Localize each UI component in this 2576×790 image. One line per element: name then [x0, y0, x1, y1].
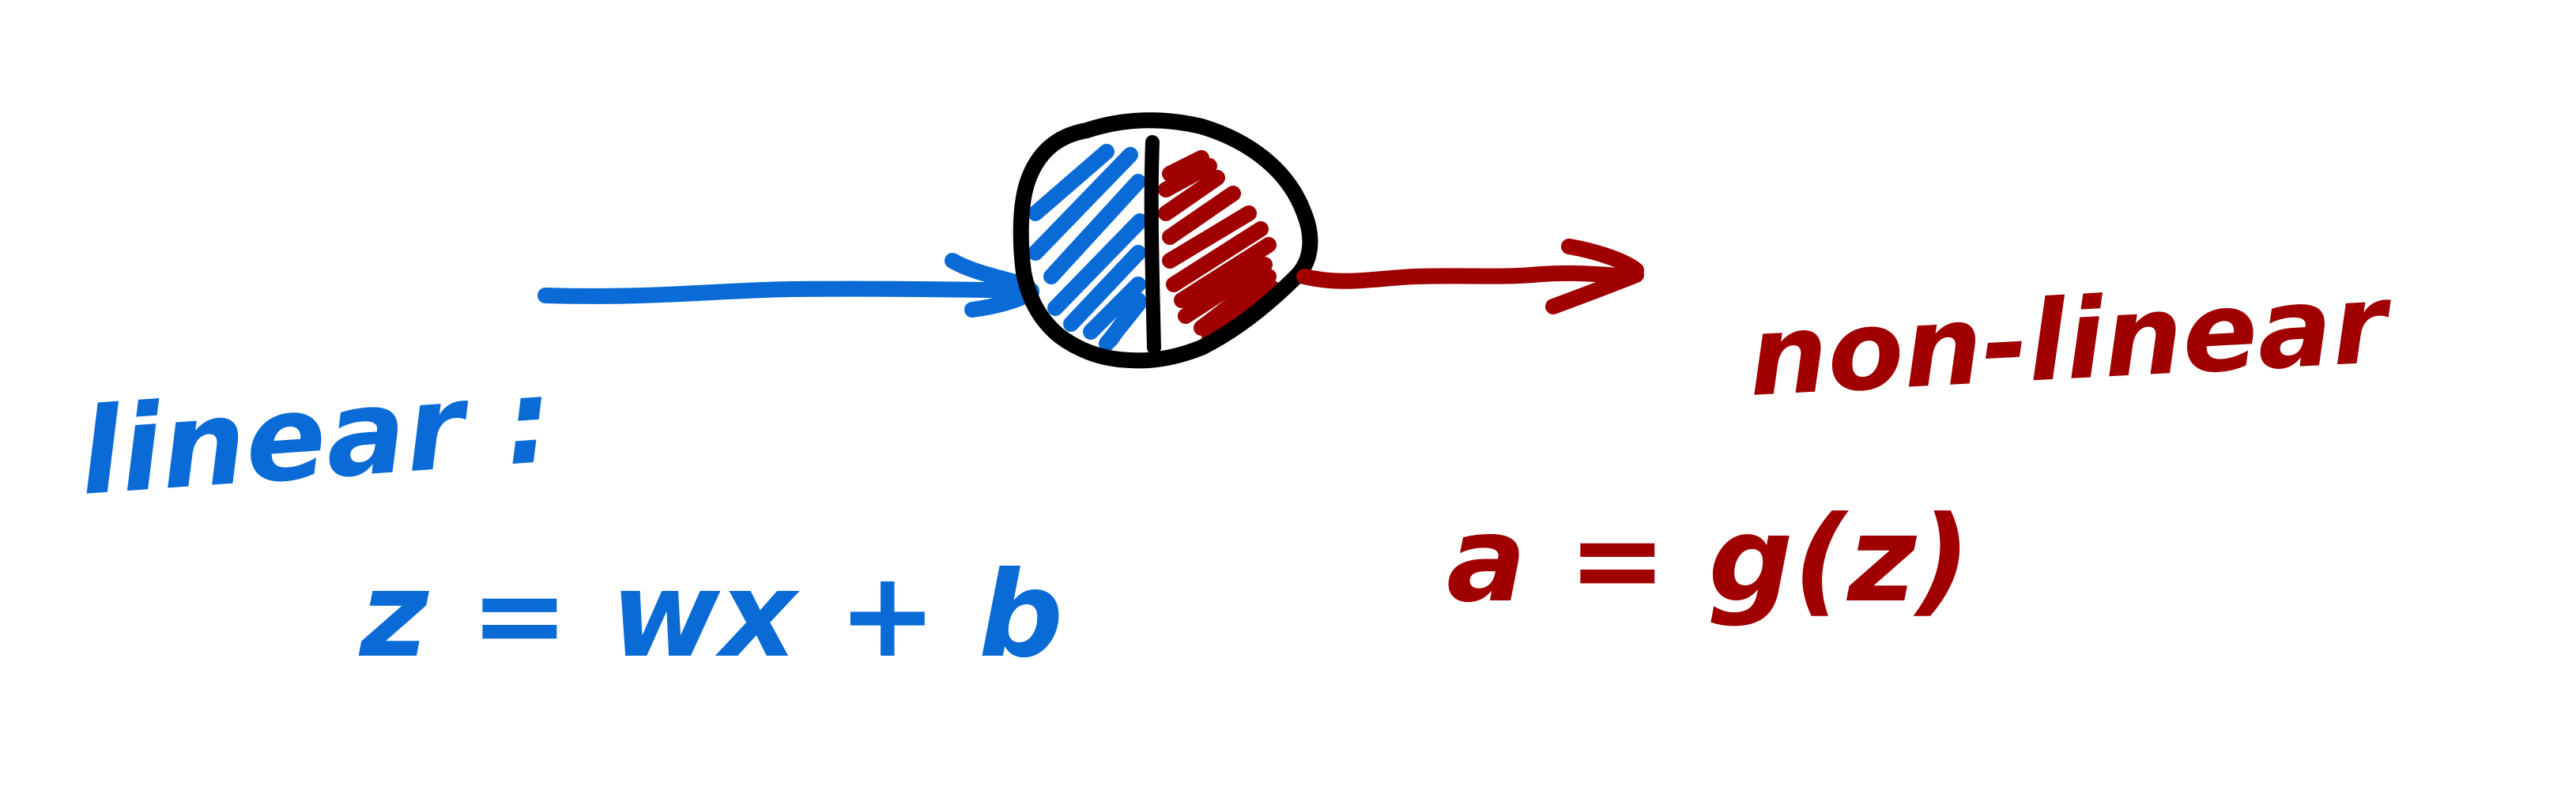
neuron-divider [1144, 135, 1161, 355]
linear-half-hatch [1028, 144, 1148, 352]
neuron-outline [1013, 112, 1318, 369]
input-arrow-shaft [537, 280, 1039, 304]
linear-heading: linear : [75, 352, 556, 522]
nonlinear-equation: a = g(z) [1446, 491, 1971, 629]
input-arrow [537, 253, 1039, 318]
nonlinear-heading: non-linear [1745, 259, 2396, 421]
linear-equation: z = wx + b [358, 547, 1063, 684]
output-arrow-shaft [1296, 265, 1636, 289]
output-arrow-head-upper [1561, 239, 1644, 278]
output-arrow-head-lower [1545, 267, 1644, 314]
neuron-node [1013, 112, 1318, 369]
output-arrow [1296, 239, 1644, 314]
